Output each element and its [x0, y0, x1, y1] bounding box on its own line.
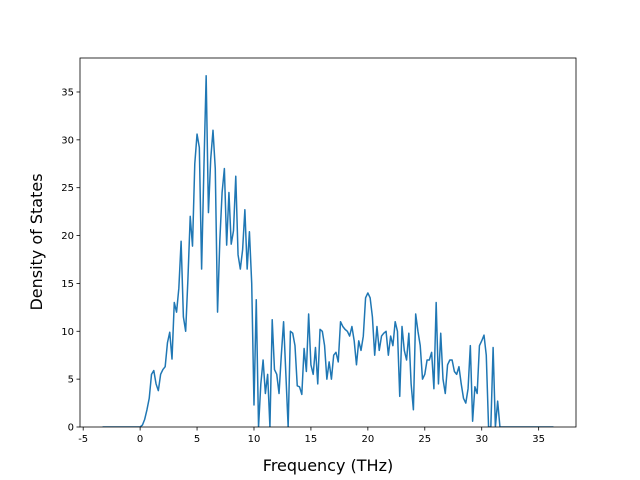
x-tick-label: 30: [475, 434, 488, 445]
y-tick-label: 0: [68, 423, 74, 434]
y-axis-label: Density of States: [27, 173, 46, 310]
x-tick-label: 20: [361, 434, 374, 445]
x-tick-label: 10: [248, 434, 261, 445]
plot-frame: [79, 57, 577, 428]
x-tick-label: -5: [78, 434, 88, 445]
x-tick-label: 35: [532, 434, 545, 445]
x-tick-label: 25: [418, 434, 431, 445]
y-tick-label: 20: [61, 231, 74, 242]
y-tick-label: 5: [68, 375, 74, 386]
x-tick-label: 0: [137, 434, 143, 445]
x-tick-label: 15: [305, 434, 318, 445]
y-tick-label: 30: [61, 135, 74, 146]
y-tick-label: 15: [61, 279, 74, 290]
y-tick-label: 35: [61, 87, 74, 98]
y-tick-label: 10: [61, 327, 74, 338]
x-tick-label: 5: [194, 434, 200, 445]
dos-line: [102, 74, 554, 427]
x-axis-label: Frequency (THz): [263, 456, 393, 475]
y-tick-label: 25: [61, 183, 74, 194]
